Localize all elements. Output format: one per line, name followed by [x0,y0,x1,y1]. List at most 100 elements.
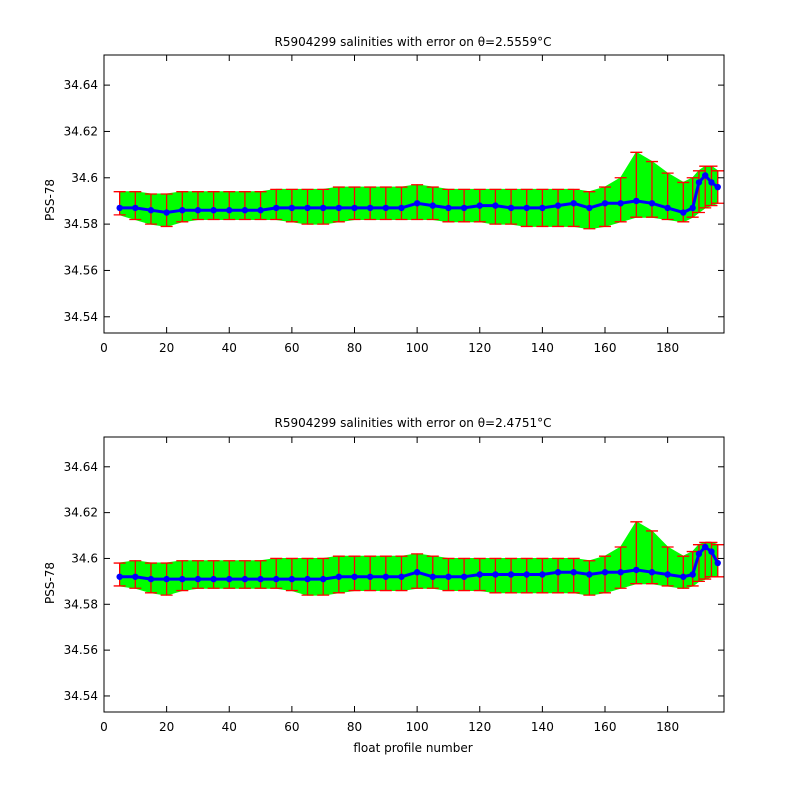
chart-bottom-errorbar [364,555,377,592]
chart-bottom-mean-point [398,573,405,580]
chart-bottom-axes-box [103,436,725,713]
chart-bottom-mean-point [689,571,696,578]
chart-top-mean-point [179,207,186,214]
chart-bottom-mean-point [523,571,530,578]
chart-top-axes-box [103,54,725,334]
chart-bottom-errorbar [270,557,283,589]
chart-top-mean-point [601,200,609,207]
chart-top-mean-point [554,202,562,209]
chart-bottom-xtick-label: 0 [100,720,108,734]
chart-top-errorbar [661,172,674,221]
chart-bottom-errorbar [223,560,236,589]
chart-top-errorbar [630,151,643,218]
chart-bottom-mean-point [273,575,280,583]
chart-top-mean-point [523,204,530,212]
chart-top-ytick-label: 34.56 [64,263,98,277]
chart-bottom-mean-point [335,573,343,580]
chart-bottom-ytick-label: 34.56 [64,643,98,657]
chart-bottom-ytick-label: 34.64 [64,460,98,474]
chart-bottom-mean-point [570,569,577,576]
chart-top-errorbar [614,177,627,223]
chart-bottom-ytick-label: 34.54 [64,689,98,703]
chart-top-ytick-label: 34.54 [64,310,98,324]
chart-bottom-mean-point [648,569,656,576]
chart-top-mean-point [680,209,687,216]
chart-bottom-xtick-label: 20 [159,720,174,734]
chart-bottom-mean-point [429,573,436,580]
chart-bottom-errorbar [285,557,298,592]
chart-bottom-mean-point [445,573,452,580]
chart-top-mean-point [226,207,233,214]
chart-bottom-mean-point [492,571,499,578]
chart-top-errorbar [207,191,220,221]
chart-bottom-xtick-label: 180 [656,720,679,734]
chart-top-mean-point [476,202,483,209]
chart-bottom-xtick-label: 60 [284,720,299,734]
chart-bottom-mean-point [210,575,217,583]
chart-top-xtick-label: 80 [347,341,362,355]
chart-bottom-xtick-label: 40 [222,720,237,734]
chart-top-mean-point [460,204,468,212]
chart-top-errorbar [379,186,392,221]
chart-bottom-errorbar [677,555,690,589]
chart-bottom-title: R5904299 salinities with error on θ=2.47… [275,416,552,430]
chart-bottom-mean-point [617,569,624,576]
chart-bottom-mean-point [714,559,721,567]
chart-bottom-mean-point [241,575,249,583]
chart-bottom-xtick-label: 120 [468,720,491,734]
chart-top-mean-point [304,204,311,212]
chart-top-mean-point [708,179,715,186]
chart-top-mean-point [194,207,202,214]
chart-top-mean-point [116,204,123,212]
chart-top-mean-point [163,209,170,216]
chart-bottom-mean-point [601,569,609,576]
chart-bottom-errorbar [176,560,189,592]
chart-top-xtick-label: 160 [594,341,617,355]
chart-top-mean-point [586,204,593,212]
chart-bottom-errorbar [348,555,361,592]
chart-bottom-mean-point [460,573,468,580]
chart-top-errorbar [270,188,283,221]
chart-top-plot-area: 0 20 40 60 80 100 120 140 160 180 34.54 34.56 34.58 3… [64,54,725,355]
chart-top-mean-point [273,204,280,212]
chart-top-errorbar [191,191,204,221]
chart-top-mean-point [492,202,499,209]
chart-top-xtick-label: 180 [656,341,679,355]
chart-bottom-xtick-label: 80 [347,720,362,734]
chart-top-ytick-label: 34.6 [71,171,98,185]
chart-bottom-mean-point [147,575,155,583]
chart-top-mean-point [413,200,421,207]
chart-bottom-mean-point [695,550,703,558]
chart-bottom-plot-area: 0 20 40 60 80 100 120 140 160 180 34.54 34.56 34.58 3… [64,436,725,734]
chart-bottom-errorbar [191,560,204,589]
chart-bottom-errorbar [661,546,674,587]
chart-top-errorbar [223,191,236,221]
chart-top-ytick-label: 34.58 [64,217,98,231]
chart-top-xtick-label: 120 [468,341,491,355]
chart-top-errorbar [705,165,718,207]
chart-bottom-mean-point [304,575,311,583]
chart-bottom-errorbar [379,555,392,592]
chart-top-errorbar [332,186,345,223]
chart-bottom-mean-point [664,571,671,578]
chart-bottom-xtick-label: 160 [594,720,617,734]
chart-top: R5904299 salinities with error on θ=2.55… [43,35,725,355]
chart-top-errorbar [692,170,705,214]
chart-top-ytick-label: 34.62 [64,124,98,138]
chart-bottom-ytick-label: 34.58 [64,597,98,611]
chart-top-mean-point [714,183,721,191]
chart-top-xtick-label: 100 [406,341,429,355]
chart-bottom-ytick-label: 34.62 [64,506,98,520]
chart-bottom-mean-point [116,573,123,580]
chart-bottom-mean-point [633,566,640,574]
chart-bottom-ylabel: PSS-78 [43,562,57,604]
chart-top-mean-point [257,207,264,214]
chart-top-xtick-label: 20 [159,341,174,355]
chart-bottom-mean-point [702,543,709,551]
chart-top-mean-point [241,207,249,214]
chart-top-mean-point [507,204,515,212]
chart-bottom-errorbar [583,560,596,596]
chart-top-mean-point [702,172,709,179]
